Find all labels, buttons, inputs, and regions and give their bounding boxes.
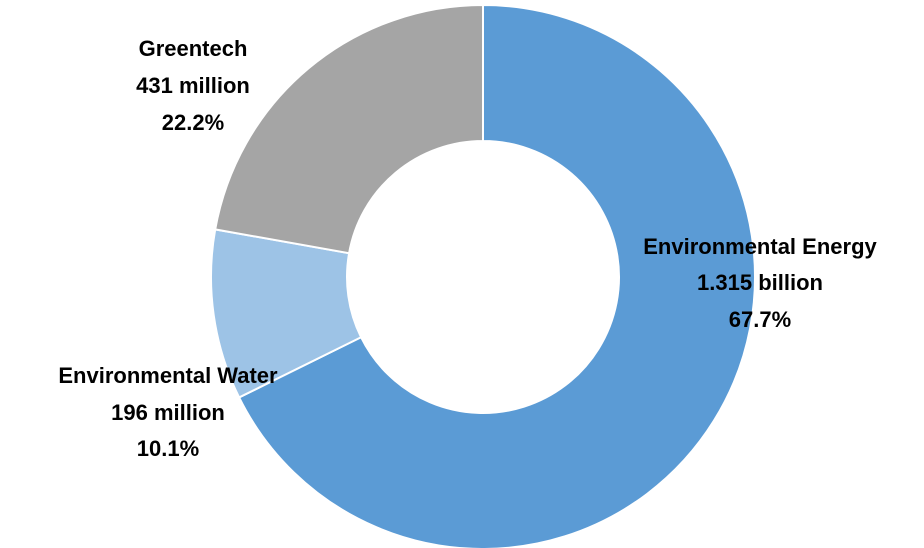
slice-greentech	[214, 3, 484, 255]
category-label-environmental-energy: Environmental Energy	[643, 234, 877, 259]
slice-environmental-energy	[237, 3, 756, 548]
value-label-environmental-water: 196 million	[111, 400, 225, 425]
category-label-environmental-water: Environmental Water	[58, 363, 278, 388]
data-label-greentech: Greentech 431 million 22.2%	[136, 36, 250, 135]
donut-slices	[210, 3, 756, 548]
category-label-greentech: Greentech	[139, 36, 248, 61]
percent-label-environmental-energy: 67.7%	[729, 307, 791, 332]
percent-label-greentech: 22.2%	[162, 110, 224, 135]
percent-label-environmental-water: 10.1%	[137, 436, 199, 461]
value-label-greentech: 431 million	[136, 73, 250, 98]
data-label-environmental-water: Environmental Water 196 million 10.1%	[58, 363, 278, 461]
data-label-environmental-energy: Environmental Energy 1.315 billion 67.7%	[643, 234, 877, 332]
value-label-environmental-energy: 1.315 billion	[697, 270, 823, 295]
